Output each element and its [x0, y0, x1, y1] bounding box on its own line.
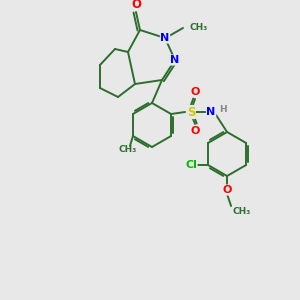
Text: N: N [160, 33, 169, 43]
Text: CH₃: CH₃ [232, 208, 250, 217]
Text: H: H [219, 106, 227, 115]
Text: Cl: Cl [185, 160, 197, 170]
Text: N: N [170, 55, 180, 65]
Text: O: O [190, 126, 200, 136]
Text: O: O [190, 87, 200, 97]
Text: S: S [187, 106, 195, 118]
Text: O: O [222, 185, 232, 195]
Text: N: N [206, 107, 216, 117]
Text: O: O [131, 0, 141, 11]
Text: CH₃: CH₃ [189, 22, 207, 32]
Text: CH₃: CH₃ [119, 146, 137, 154]
